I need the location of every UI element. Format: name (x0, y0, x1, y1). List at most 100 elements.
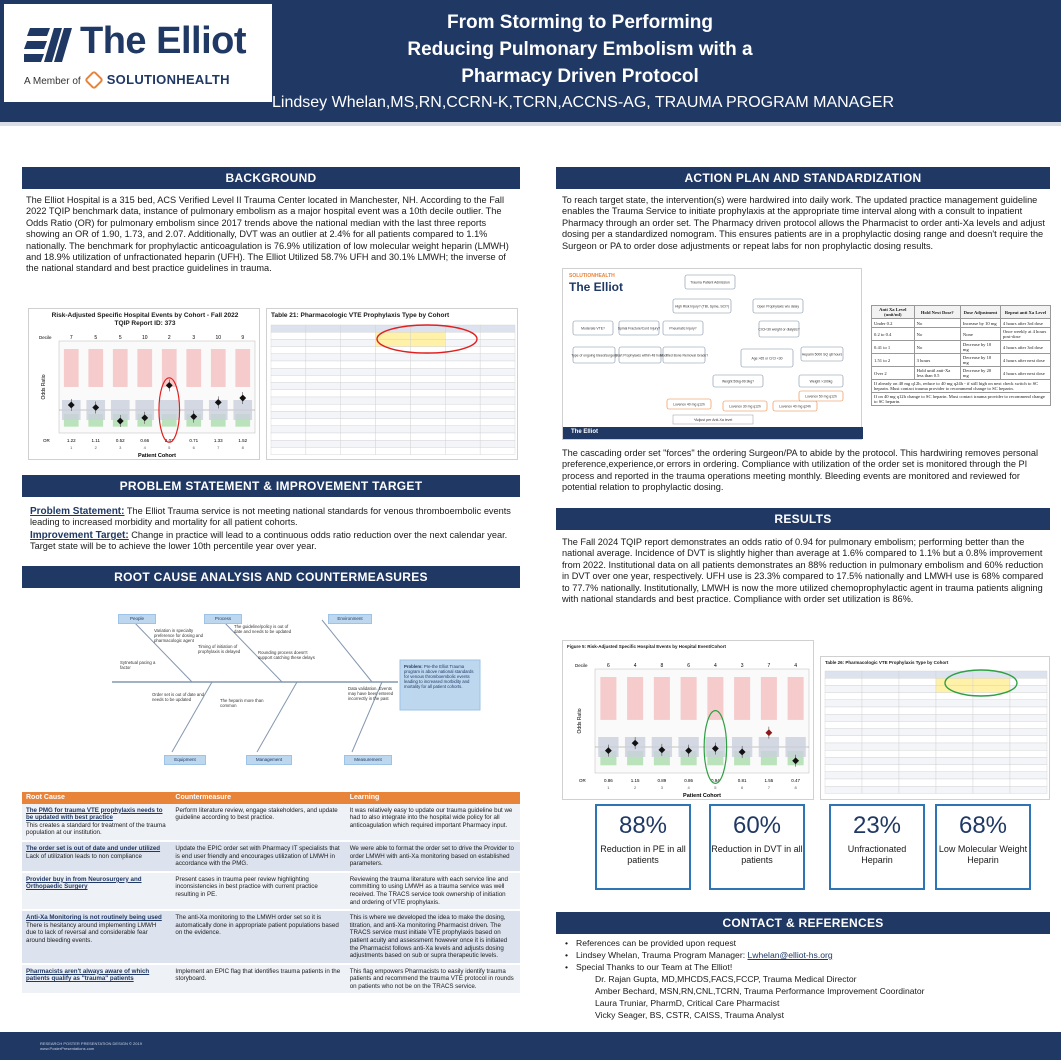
decile-value: 7 (70, 335, 73, 341)
dose-cell: Hold until anti-Xa less than 0.5 (913, 366, 961, 380)
table-cell (340, 368, 376, 376)
elliot-logo-icon (24, 28, 72, 62)
flow-node (572, 320, 614, 336)
table-cell (305, 439, 341, 448)
data-point (792, 757, 800, 765)
upper-range-bar (600, 677, 617, 720)
table-cell (898, 771, 937, 780)
table-cell (375, 375, 411, 383)
flow-node (618, 346, 662, 364)
flow-node-label: Modified Bone Removal Grade? (660, 354, 708, 358)
logo-member-line: A Member of SOLUTIONHEALTH (24, 70, 230, 90)
table-cell (972, 721, 1011, 729)
data-label: 0.89 (657, 778, 666, 783)
dose-cell: 0.2 to 0.4 (871, 327, 915, 341)
dose-cell: No (913, 318, 961, 328)
decile-value: 9 (241, 335, 244, 341)
results-heading: RESULTS (556, 508, 1050, 530)
upper-range-bar (186, 349, 202, 387)
category-tick: 6 (741, 785, 744, 790)
table-cell (340, 403, 376, 412)
table-cell (410, 403, 446, 412)
table-cell (1009, 735, 1048, 744)
table-cell (340, 432, 376, 441)
table-cell (861, 670, 900, 679)
table-cell (861, 728, 900, 736)
stat-value: 60% (732, 812, 782, 839)
decile-value: 5 (119, 335, 122, 341)
fishbone-cause: The heparin more than common (220, 698, 264, 708)
learning-cell: This is where we developed the idea to m… (345, 910, 520, 965)
table-cell (1009, 692, 1048, 700)
root-cause-cell: Provider buy in from Neurosurgery and Or… (22, 871, 172, 912)
table-cell (898, 728, 937, 736)
table-cell (861, 785, 900, 794)
dose-header-row: Anti Xa Level (unit/ml) Hold Next Dose? … (871, 305, 1052, 319)
table-cell (479, 396, 516, 405)
table-cell (824, 785, 863, 794)
flow-node (666, 398, 712, 410)
background-text: The Elliot Hospital is a 315 bed, ACS Ve… (26, 195, 509, 274)
problem-statement-label: Problem Statement: (30, 506, 125, 517)
dose-header: Dose Adjustment (959, 305, 1001, 319)
root-cause-detail: Lack of utilization leads to non complia… (26, 852, 142, 860)
decile-value: 10 (215, 335, 221, 341)
table-cell (410, 418, 446, 426)
upper-range-bar (707, 677, 724, 720)
table-cell (340, 411, 376, 419)
table-cell (824, 714, 863, 722)
background-chart-plot: Odds Ratio Patient Cohort Decile OR 7 1.22 1 5 1… (39, 335, 256, 459)
table-cell (898, 735, 937, 744)
root-cause-title: The PMG for trauma VTE prophylaxis needs… (26, 806, 163, 822)
logo-member-text: A Member of (24, 76, 81, 87)
data-label: 0.81 (738, 778, 747, 783)
dose-cell: 0.41 to 1 (871, 340, 915, 354)
table-cell (445, 425, 481, 434)
contact-email-link[interactable]: Lwhelan@elliot-hs.org (747, 950, 833, 960)
table-cell (861, 706, 900, 715)
table-cell (972, 678, 1011, 686)
table-cell (1009, 757, 1048, 765)
table-cell (935, 757, 974, 765)
results-table-title: Table 26: Pharmacologic VTE Prophylaxis … (825, 660, 949, 665)
flowchart-footer-logo: The Elliot (571, 429, 598, 435)
table-cell (270, 353, 307, 362)
table-cell (479, 418, 516, 426)
table-cell (375, 339, 411, 347)
data-label: 0.71 (189, 438, 198, 443)
table-cell (270, 375, 307, 383)
problem-statement-text: The Elliot Trauma service is not meeting… (30, 506, 511, 528)
flow-node (662, 346, 706, 364)
table-cell (972, 714, 1011, 722)
highlight-ellipse (376, 324, 478, 354)
table-cell (824, 728, 863, 736)
data-label: 1.11 (92, 438, 101, 443)
fishbone-category-environment: Environment (328, 614, 372, 624)
data-label: 0.86 (604, 778, 613, 783)
background-heading: BACKGROUND (22, 167, 520, 189)
table-cell (270, 324, 307, 333)
table-cell (375, 382, 411, 390)
table-cell (270, 360, 307, 369)
category-tick: 2 (95, 445, 98, 450)
table-cell (445, 360, 481, 369)
anti-xa-dose-table: Anti Xa Level (unit/ml) Hold Next Dose? … (871, 305, 1052, 406)
table-cell (824, 706, 863, 715)
table-cell (935, 764, 974, 772)
table-cell (270, 339, 307, 347)
table-cell (270, 439, 307, 448)
table-cell (824, 757, 863, 765)
category-tick: 1 (607, 785, 610, 790)
interquartile-box (135, 400, 155, 420)
contact-item: Special Thanks to our Team at The Elliot… (565, 961, 925, 973)
table-cell (305, 411, 341, 419)
table-cell (305, 432, 341, 441)
table-cell (972, 764, 1011, 772)
data-point (765, 729, 773, 737)
root-cause-table: Root Cause Countermeasure Learning The P… (22, 792, 520, 996)
table-cell (898, 670, 937, 679)
flow-node (672, 298, 732, 314)
logo-name: The Elliot (80, 20, 247, 62)
table-cell (270, 447, 307, 455)
decile-value: 3 (741, 663, 744, 669)
